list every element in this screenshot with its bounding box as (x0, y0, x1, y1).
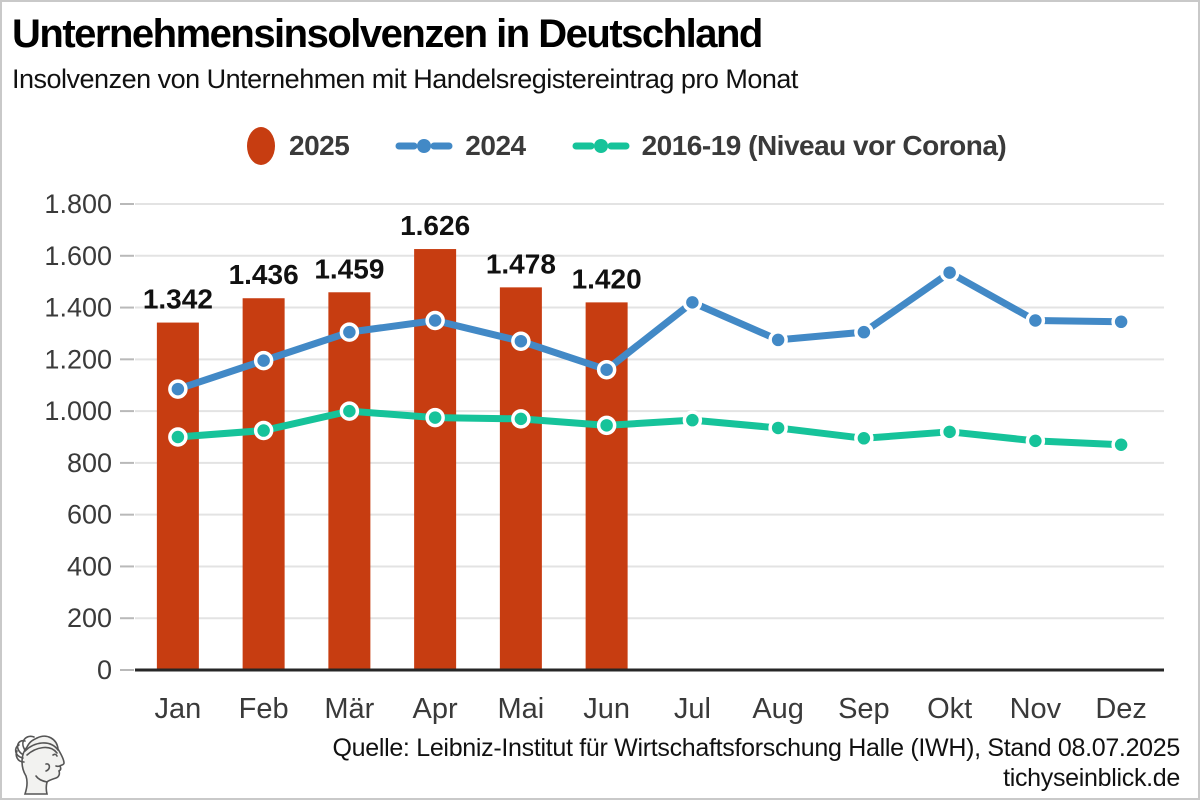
x-axis-label-Mai: Mai (498, 693, 545, 725)
x-axis-label-Jun: Jun (583, 693, 630, 725)
x-axis-label-Sep: Sep (838, 693, 890, 725)
marker-2024-Jul (682, 292, 703, 313)
marker-2016-19 (Niveau vor Corona)-Jan (168, 427, 188, 447)
marker-2016-19 (Niveau vor Corona)-Okt (939, 422, 960, 442)
x-axis-label-Dez: Dez (1095, 693, 1147, 725)
bar-2025-Mai (499, 287, 542, 670)
marker-2024-Nov (1025, 310, 1046, 331)
line-2016-19 (Niveau vor Corona) (174, 407, 1125, 449)
marker-2024-Sep (854, 322, 874, 342)
y-axis-label: 1.800 (44, 189, 112, 219)
footer: Quelle: Leibniz-Institut für Wirtschafts… (332, 733, 1180, 793)
data-label-Apr: 1.626 (400, 210, 470, 241)
marker-2024-Okt (939, 262, 960, 283)
data-label-Mai: 1.478 (486, 248, 556, 279)
line-2024 (174, 269, 1125, 393)
y-axis-label: 1.600 (44, 241, 112, 271)
insolvency-chart: 0 200 400 600 800 1.000 1.200 1.400 1.600 1.800 1.… (44, 189, 1164, 725)
data-label-Jan: 1.342 (143, 284, 213, 315)
x-axis-label-Jul: Jul (674, 693, 711, 725)
marker-2024-Mär (339, 322, 360, 342)
x-axis-label-Feb: Feb (239, 693, 289, 725)
legend-item-2016-19: 2016-19 (Niveau vor Corona) (572, 130, 1007, 162)
marker-2016-19 (Niveau vor Corona)-Aug (768, 418, 788, 438)
marker-2024-Aug (768, 330, 788, 350)
bar-2025-Mär (328, 292, 371, 670)
marker-2024-Dez (1111, 312, 1131, 332)
legend-label: 2025 (289, 130, 350, 161)
line-series-swatch-icon (572, 139, 630, 153)
x-axis-label-Nov: Nov (1010, 693, 1062, 725)
y-axis-label: 1.200 (44, 344, 112, 374)
marker-2016-19 (Niveau vor Corona)-Jun (596, 415, 617, 436)
y-axis-label: 1.400 (44, 293, 112, 323)
x-axis-label-Apr: Apr (413, 693, 458, 725)
data-label-Jun: 1.420 (572, 263, 642, 294)
site-name: tichyseinblick.de (1003, 764, 1180, 792)
y-axis-label: 400 (67, 551, 112, 581)
marker-2016-19 (Niveau vor Corona)-Nov (1025, 431, 1046, 451)
marker-2016-19 (Niveau vor Corona)-Mär (339, 401, 360, 421)
marker-2024-Jun (596, 359, 617, 380)
data-label-Mär: 1.459 (314, 253, 384, 284)
x-axis-label-Jan: Jan (154, 693, 201, 725)
marker-2024-Mai (511, 331, 531, 351)
marker-2016-19 (Niveau vor Corona)-Mai (511, 409, 531, 429)
x-axis-label-Okt: Okt (927, 693, 972, 725)
marker-2016-19 (Niveau vor Corona)-Feb (253, 420, 274, 441)
tichys-einblick-logo-icon (14, 735, 65, 795)
bar-series-swatch-icon (247, 127, 275, 165)
marker-2024-Jan (168, 379, 188, 399)
page-title: Unternehmensinsolvenzen in Deutschland (12, 12, 763, 56)
legend-item-2024: 2024 (395, 130, 526, 162)
y-axis-label: 600 (67, 500, 112, 530)
page-subtitle: Insolvenzen von Unternehmen mit Handelsr… (12, 64, 798, 94)
legend-label: 2024 (465, 130, 526, 161)
x-axis-label-Aug: Aug (752, 693, 804, 725)
marker-2024-Feb (253, 350, 274, 371)
data-label-Feb: 1.436 (229, 259, 299, 290)
marker-2024-Apr (425, 310, 445, 331)
legend-item-2025: 2025 (245, 125, 350, 167)
marker-2016-19 (Niveau vor Corona)-Apr (425, 407, 445, 428)
y-axis-label: 200 (67, 603, 112, 633)
line-series-swatch-icon (395, 139, 453, 153)
marker-2016-19 (Niveau vor Corona)-Jul (682, 410, 703, 430)
legend: 2025 2024 2016-19 (Niveau vor Corona) (245, 122, 1007, 170)
y-axis-label: 800 (67, 448, 112, 478)
source-note: Quelle: Leibniz-Institut für Wirtschafts… (332, 734, 1180, 762)
y-axis-label: 1.000 (44, 396, 112, 426)
bar-2025-Jan (156, 322, 199, 670)
marker-2016-19 (Niveau vor Corona)-Dez (1111, 435, 1131, 455)
x-axis-label-Mär: Mär (324, 693, 374, 725)
legend-label: 2016-19 (Niveau vor Corona) (641, 130, 1007, 161)
y-axis-label: 0 (97, 655, 112, 685)
marker-2016-19 (Niveau vor Corona)-Sep (854, 428, 874, 449)
